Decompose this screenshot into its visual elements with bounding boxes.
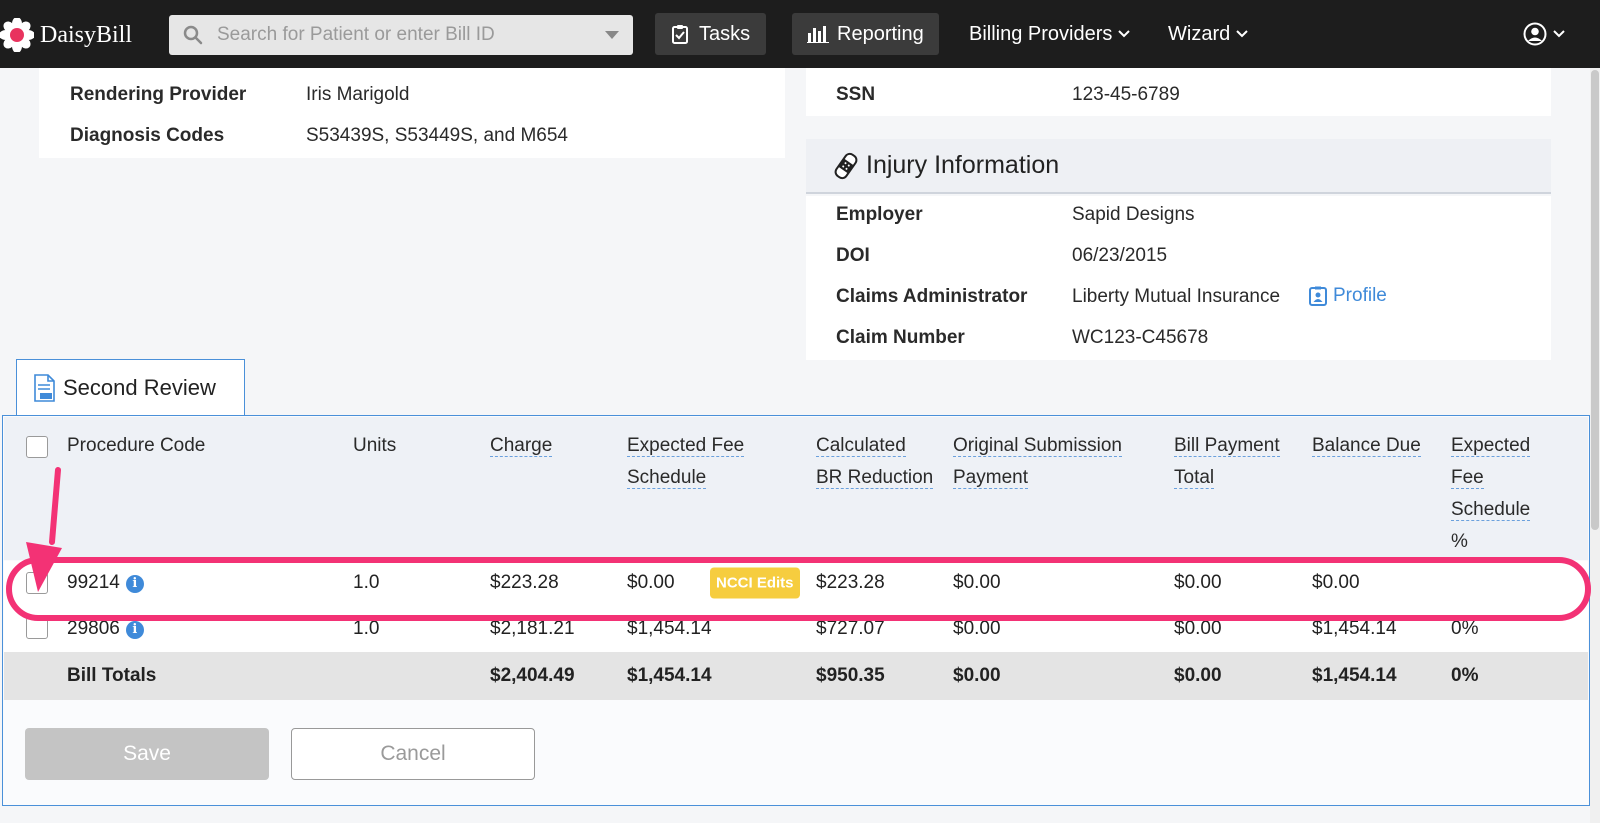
table-row: 99214 i 1.0 $223.28 $0.00 NCCI Edits $223… — [4, 561, 1588, 605]
expected-fee-cell: $0.00 — [627, 572, 675, 593]
claims-administrator-value: Liberty Mutual Insurance — [1072, 286, 1281, 307]
bill-totals-label: Bill Totals — [67, 665, 157, 686]
ssn-label: SSN — [836, 84, 876, 105]
claims-admin-profile-link[interactable]: Profile — [1308, 285, 1387, 307]
injury-information-title: Injury Information — [866, 151, 1060, 179]
injury-information-header: Injury Information — [806, 139, 1551, 194]
patient-info-panel: SSN 123-45-6789 — [806, 68, 1551, 116]
col-bill-payment-total[interactable]: Bill Payment Total — [1174, 435, 1280, 489]
second-review-table: Procedure Code Units Charge Expected Fee… — [2, 415, 1590, 806]
ncci-edits-badge[interactable]: NCCI Edits — [710, 567, 800, 599]
row-checkbox[interactable] — [26, 617, 48, 639]
diagnosis-codes-value: S53439S, S53449S, and M654 — [306, 125, 568, 146]
doi-value: 06/23/2015 — [1072, 245, 1168, 266]
total-charge-cell: $2,404.49 — [490, 665, 575, 686]
injury-information-body: Employer Sapid Designs DOI 06/23/2015 Cl… — [806, 196, 1551, 360]
brand-logo[interactable]: DaisyBill — [0, 18, 132, 52]
charge-cell: $223.28 — [490, 572, 559, 593]
daisy-logo-icon — [0, 18, 34, 52]
rendering-provider-value: Iris Marigold — [306, 84, 410, 105]
col-expected-fee-schedule-pct[interactable]: Expected Fee Schedule% — [1451, 435, 1531, 552]
calc-br-cell: $727.07 — [816, 617, 885, 639]
search-placeholder: Search for Patient or enter Bill ID — [217, 24, 495, 45]
reporting-button[interactable]: Reporting — [792, 13, 939, 55]
tasks-label: Tasks — [699, 22, 751, 45]
chevron-down-icon — [1236, 30, 1248, 38]
bar-chart-icon — [807, 26, 829, 43]
procedure-code-cell: 99214 i — [67, 572, 144, 594]
billing-providers-menu[interactable]: Billing Providers — [969, 13, 1131, 55]
calc-br-cell: $223.28 — [816, 572, 885, 593]
brand-name: DaisyBill — [40, 21, 133, 48]
col-calculated-br-reduction[interactable]: Calculated BR Reduction — [816, 435, 934, 489]
top-navbar: DaisyBill Search for Patient or enter Bi… — [0, 0, 1600, 68]
procedure-code-cell: 29806 i — [67, 618, 144, 640]
col-expected-fee-schedule[interactable]: Expected Fee Schedule — [627, 435, 745, 489]
search-icon — [183, 25, 203, 45]
bill-info-panel: Rendering Provider Iris Marigold Diagnos… — [39, 68, 785, 158]
second-review-title: Second Review — [63, 374, 216, 400]
wizard-menu[interactable]: Wizard — [1168, 13, 1248, 55]
reporting-label: Reporting — [837, 22, 924, 45]
table-row: 29806 i 1.0 $2,181.21 $1,454.14 $727.07 $… — [4, 605, 1588, 652]
bill-payment-cell: $0.00 — [1174, 572, 1222, 593]
profile-card-icon — [1309, 286, 1327, 306]
orig-sub-cell: $0.00 — [953, 617, 1001, 639]
row-checkbox[interactable] — [26, 572, 48, 594]
charge-cell: $2,181.21 — [490, 617, 575, 639]
efs-pct-cell: 0% — [1451, 617, 1479, 639]
search-dropdown-icon[interactable] — [605, 31, 619, 39]
orig-sub-cell: $0.00 — [953, 572, 1001, 593]
sbr-document-icon — [34, 373, 55, 402]
balance-due-cell: $1,454.14 — [1312, 617, 1397, 639]
col-original-submission-payment[interactable]: Original Submission Payment — [953, 435, 1122, 489]
info-icon[interactable]: i — [125, 575, 144, 593]
user-circle-icon — [1523, 22, 1547, 46]
total-calc-br-cell: $950.35 — [816, 665, 885, 686]
employer-label: Employer — [836, 204, 923, 225]
claims-administrator-label: Claims Administrator — [836, 286, 1028, 307]
units-cell: 1.0 — [353, 572, 380, 593]
profile-link-label: Profile — [1333, 285, 1387, 306]
patient-search-input[interactable]: Search for Patient or enter Bill ID — [169, 15, 633, 55]
units-cell: 1.0 — [353, 617, 380, 639]
diagnosis-codes-label: Diagnosis Codes — [70, 125, 225, 146]
table-header: Procedure Code Units Charge Expected Fee… — [4, 417, 1588, 560]
cancel-button[interactable]: Cancel — [291, 728, 535, 780]
total-balance-due-cell: $1,454.14 — [1312, 665, 1397, 686]
col-balance-due[interactable]: Balance Due — [1312, 435, 1421, 457]
total-expected-fee-cell: $1,454.14 — [627, 665, 712, 686]
chevron-down-icon — [1118, 30, 1131, 38]
total-orig-sub-cell: $0.00 — [953, 665, 1001, 686]
bill-payment-cell: $0.00 — [1174, 617, 1222, 639]
col-charge[interactable]: Charge — [490, 435, 553, 457]
bill-totals-row: Bill Totals $2,404.49 $1,454.14 $950.35 … — [4, 652, 1588, 700]
tasks-button[interactable]: Tasks — [655, 13, 767, 55]
billing-providers-label: Billing Providers — [969, 22, 1113, 45]
tab-second-review[interactable]: Second Review — [16, 359, 245, 415]
bandage-icon — [834, 152, 858, 179]
employer-value: Sapid Designs — [1072, 204, 1195, 225]
wizard-label: Wizard — [1168, 22, 1231, 45]
total-bill-payment-cell: $0.00 — [1174, 665, 1222, 686]
claim-number-label: Claim Number — [836, 327, 965, 348]
scrollbar-thumb[interactable] — [1591, 70, 1599, 530]
doi-label: DOI — [836, 245, 870, 266]
user-menu[interactable] — [1523, 13, 1565, 55]
ssn-value: 123-45-6789 — [1072, 84, 1180, 105]
info-icon[interactable]: i — [125, 620, 144, 639]
rendering-provider-label: Rendering Provider — [70, 84, 247, 105]
expected-fee-cell: $1,454.14 — [627, 617, 712, 639]
balance-due-cell: $0.00 — [1312, 572, 1360, 593]
chevron-down-icon — [1553, 30, 1565, 38]
clipboard-check-icon — [672, 25, 688, 44]
select-all-checkbox[interactable] — [26, 436, 48, 458]
total-efs-pct-cell: 0% — [1451, 665, 1479, 686]
save-button[interactable]: Save — [25, 728, 269, 780]
col-units: Units — [353, 435, 397, 456]
col-procedure-code: Procedure Code — [67, 435, 206, 456]
claim-number-value: WC123-C45678 — [1072, 327, 1209, 348]
